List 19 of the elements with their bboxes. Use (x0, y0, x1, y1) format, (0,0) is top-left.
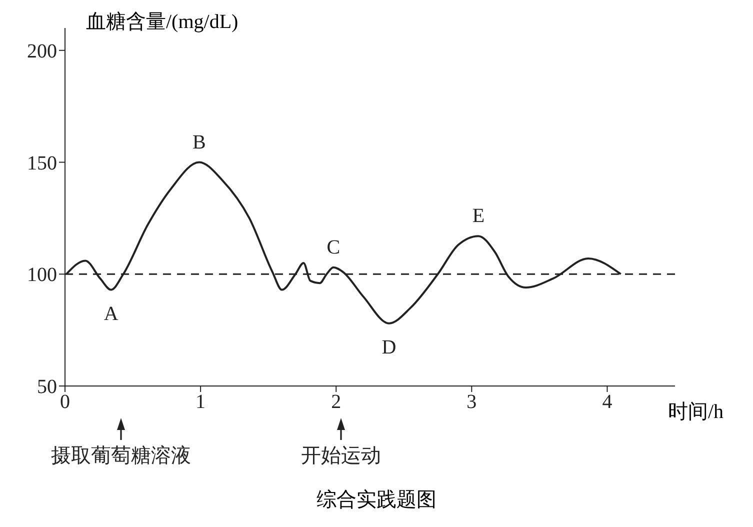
text: 摄取葡萄糖溶液 (51, 445, 191, 467)
x-tick-label: 0 (60, 391, 70, 414)
y-tick-label: 150 (27, 152, 57, 174)
x-tick-label: 2 (331, 391, 342, 414)
text: 综合实践题图 (316, 488, 438, 513)
x-tick-label: 1 (196, 391, 206, 414)
annotation: B (192, 131, 206, 154)
x-tick-label: 4 (602, 391, 612, 414)
text: 开始运动 (301, 445, 381, 467)
y-axis-title: 血糖含量/(mg/dL) (86, 10, 238, 35)
annotation: D (382, 336, 396, 358)
annotation: A (104, 302, 119, 325)
x-tick-label: 3 (466, 391, 477, 414)
y-tick-label: 50 (37, 376, 57, 398)
y-tick-label: 100 (27, 264, 57, 286)
y-tick-label: 200 (27, 40, 57, 62)
annotation: C (326, 236, 340, 258)
annotation: E (472, 205, 485, 228)
x-axis-title: 时间/h (668, 400, 724, 425)
